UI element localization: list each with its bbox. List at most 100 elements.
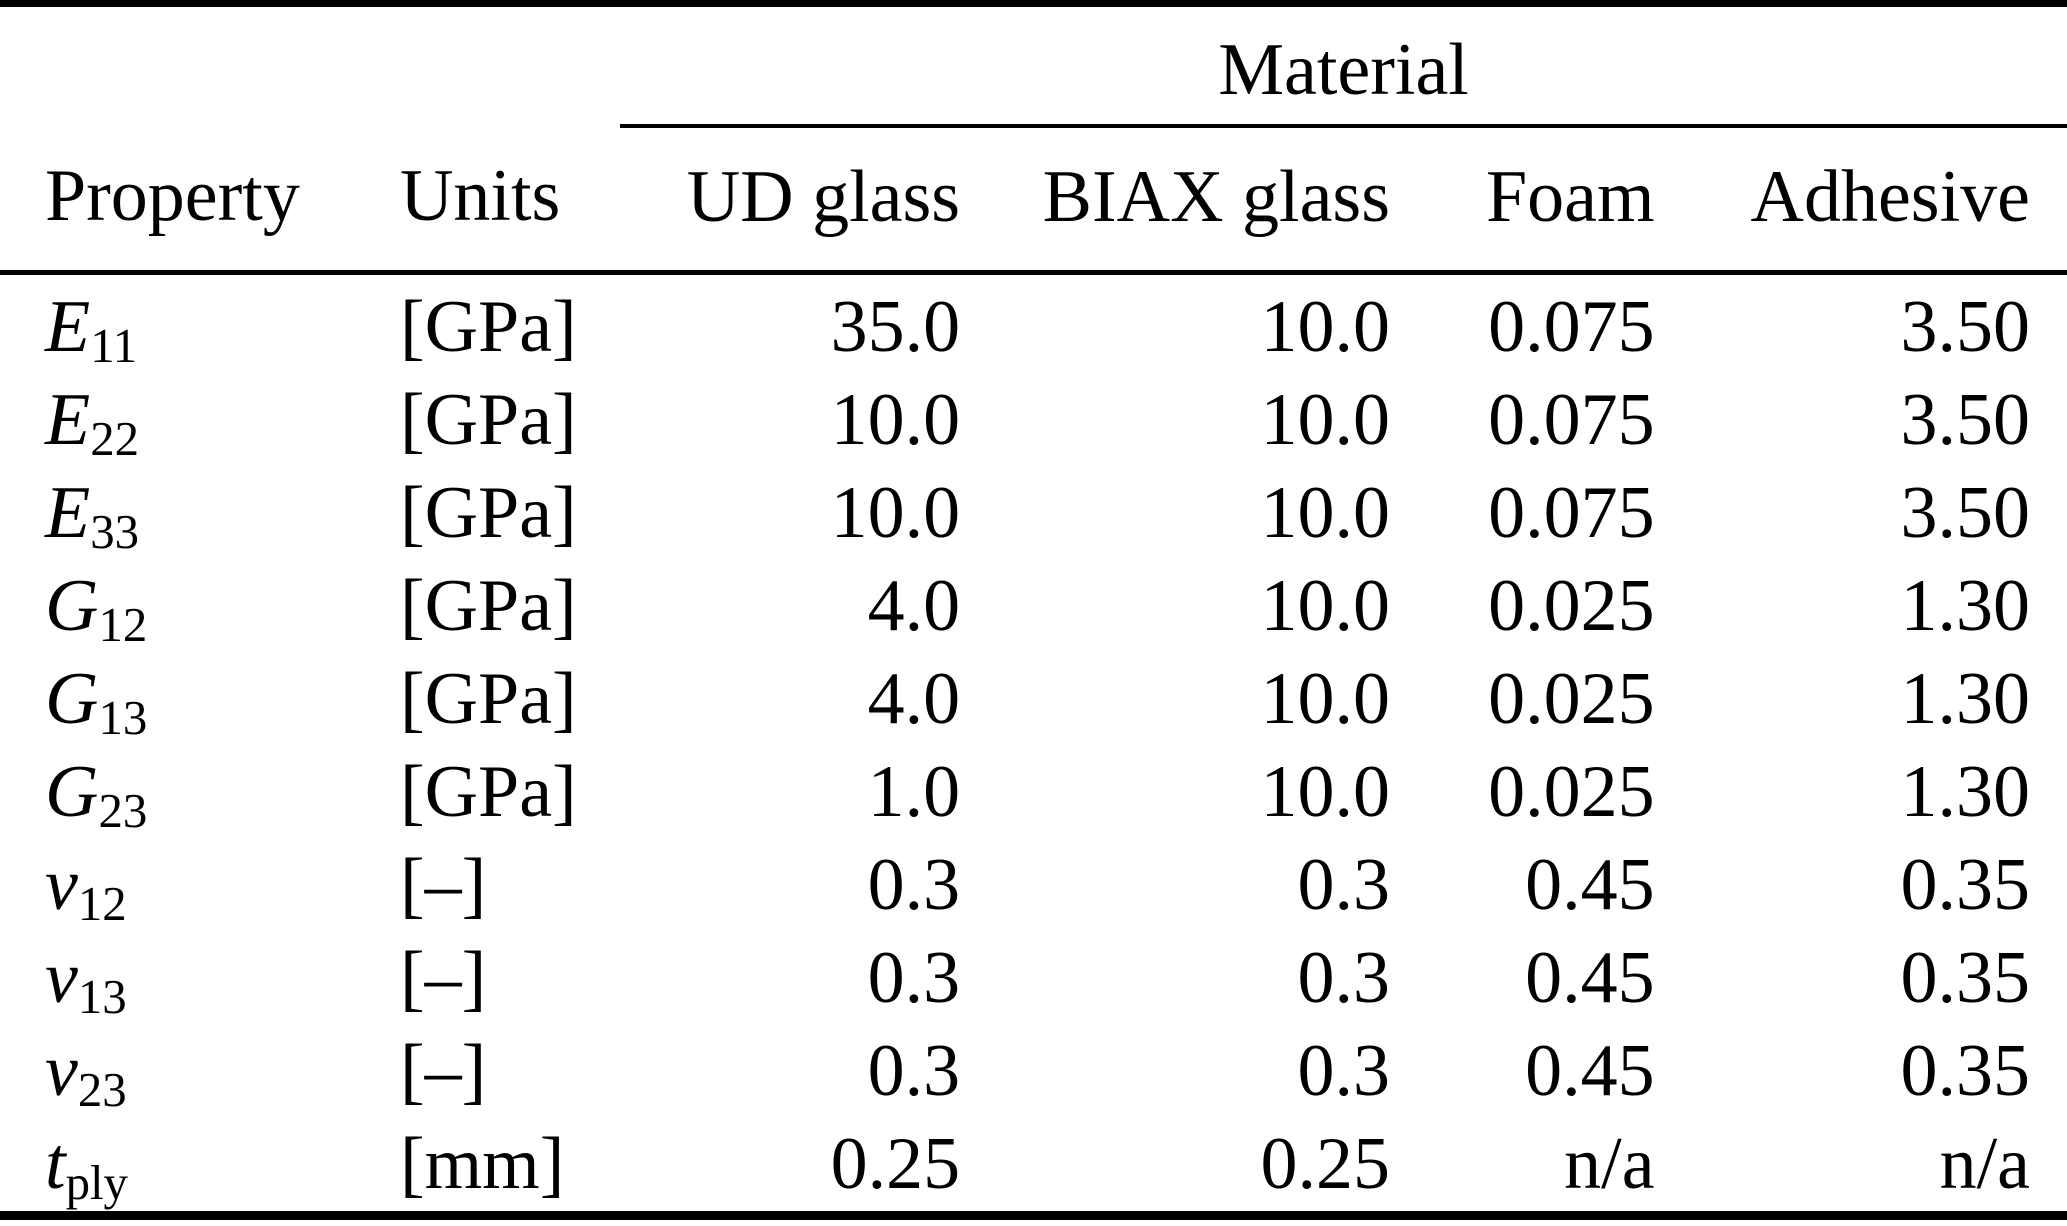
value-cell: 0.35 (1900, 1030, 2031, 1112)
value-cell: n/a (1564, 1123, 1655, 1205)
property-symbol-base: G (45, 751, 99, 833)
value-cell: 1.30 (1900, 565, 2031, 647)
property-symbol-base: G (45, 658, 99, 740)
value-cell: 0.3 (867, 1030, 961, 1112)
table-row: E11 [GPa] 35.0 10.0 0.075 3.50 (0, 273, 2067, 375)
value-cell: 0.025 (1488, 565, 1655, 647)
value-cell: 1.30 (1900, 658, 2031, 740)
property-symbol-subscript: 23 (98, 782, 148, 838)
property-cell: G23 (0, 746, 400, 839)
value-cell: 10.0 (1260, 751, 1391, 833)
property-symbol-subscript: ply (65, 1154, 128, 1210)
property-symbol-subscript: 11 (90, 317, 138, 373)
value-cell: 0.35 (1900, 844, 2031, 926)
value-cell: 0.3 (1297, 1030, 1391, 1112)
property-symbol-subscript: 22 (90, 410, 140, 466)
value-cell: 10.0 (830, 379, 961, 461)
value-cell: 0.075 (1488, 472, 1655, 554)
units-cell: [–] (399, 937, 487, 1019)
property-symbol-base: ν (45, 844, 78, 926)
property-cell: tply (0, 1118, 400, 1216)
property-symbol-subscript: 12 (98, 596, 148, 652)
property-cell: E33 (0, 467, 400, 560)
value-cell: 0.075 (1488, 286, 1655, 368)
column-header-ud-glass: UD glass (620, 126, 961, 275)
property-symbol-subscript: 23 (77, 1061, 127, 1117)
property-symbol-base: G (45, 565, 99, 647)
table-row: G23 [GPa] 1.0 10.0 0.025 1.30 (0, 746, 2067, 839)
units-cell: [mm] (399, 1123, 565, 1205)
value-cell: 4.0 (867, 565, 961, 647)
value-cell: 0.025 (1488, 658, 1655, 740)
property-cell: E11 (0, 273, 400, 375)
units-cell: [GPa] (399, 472, 577, 554)
property-cell: ν13 (0, 932, 400, 1025)
value-cell: 10.0 (1260, 379, 1391, 461)
value-cell: 0.25 (1260, 1123, 1391, 1205)
property-cell: ν12 (0, 839, 400, 932)
value-cell: 1.0 (867, 751, 961, 833)
property-symbol-base: E (45, 286, 91, 368)
material-group-header: Material (620, 3, 2067, 128)
property-cell: ν23 (0, 1025, 400, 1118)
units-cell: [GPa] (399, 379, 577, 461)
units-cell: [–] (399, 844, 487, 926)
value-cell: 3.50 (1900, 286, 2031, 368)
value-cell: 3.50 (1900, 379, 2031, 461)
column-header-property: Property (0, 126, 400, 275)
value-cell: n/a (1939, 1123, 2030, 1205)
value-cell: 0.45 (1525, 844, 1655, 926)
column-header-row: Property Units UD glass BIAX glass Foam Adhes… (0, 126, 2067, 275)
property-cell: G12 (0, 560, 400, 653)
units-cell: [GPa] (399, 286, 577, 368)
table-row: G12 [GPa] 4.0 10.0 0.025 1.30 (0, 560, 2067, 653)
table-row: G13 [GPa] 4.0 10.0 0.025 1.30 (0, 653, 2067, 746)
value-cell: 0.025 (1488, 751, 1655, 833)
group-header-row: Material (0, 3, 2067, 128)
column-header-foam: Foam (1390, 126, 1655, 275)
property-symbol-subscript: 13 (77, 968, 127, 1024)
units-cell: [GPa] (399, 565, 577, 647)
value-cell: 35.0 (830, 286, 961, 368)
table-row: ν13 [–] 0.3 0.3 0.45 0.35 (0, 932, 2067, 1025)
value-cell: 0.3 (1297, 844, 1391, 926)
value-cell: 0.45 (1525, 1030, 1655, 1112)
property-symbol-subscript: 13 (98, 689, 148, 745)
column-header-units: Units (399, 126, 621, 275)
value-cell: 0.3 (867, 844, 961, 926)
property-symbol-base: ν (45, 937, 78, 1019)
group-header-spacer (0, 4, 620, 127)
table-row: E22 [GPa] 10.0 10.0 0.075 3.50 (0, 374, 2067, 467)
units-cell: [GPa] (399, 751, 577, 833)
units-cell: [GPa] (399, 658, 577, 740)
property-symbol-subscript: 33 (90, 503, 140, 559)
value-cell: 10.0 (1260, 286, 1391, 368)
value-cell: 1.30 (1900, 751, 2031, 833)
table-body: E11 [GPa] 35.0 10.0 0.075 3.50 E22 [GPa] 10.0 10.… (0, 273, 2067, 1216)
value-cell: 10.0 (1260, 472, 1391, 554)
value-cell: 0.35 (1900, 937, 2031, 1019)
column-header-biax-glass: BIAX glass (960, 126, 1391, 275)
value-cell: 4.0 (867, 658, 961, 740)
property-symbol-base: E (45, 379, 91, 461)
property-symbol-subscript: 12 (77, 875, 127, 931)
property-cell: G13 (0, 653, 400, 746)
value-cell: 10.0 (830, 472, 961, 554)
property-cell: E22 (0, 374, 400, 467)
value-cell: 3.50 (1900, 472, 2031, 554)
table-row: ν12 [–] 0.3 0.3 0.45 0.35 (0, 839, 2067, 932)
value-cell: 0.45 (1525, 937, 1655, 1019)
value-cell: 0.25 (830, 1123, 961, 1205)
table-row: E33 [GPa] 10.0 10.0 0.075 3.50 (0, 467, 2067, 560)
value-cell: 10.0 (1260, 658, 1391, 740)
table-row: ν23 [–] 0.3 0.3 0.45 0.35 (0, 1025, 2067, 1118)
property-symbol-base: E (45, 472, 91, 554)
value-cell: 0.3 (867, 937, 961, 1019)
value-cell: 10.0 (1260, 565, 1391, 647)
value-cell: 0.3 (1297, 937, 1391, 1019)
property-symbol-base: t (45, 1123, 66, 1205)
property-symbol-base: ν (45, 1030, 78, 1112)
table-row: tply [mm] 0.25 0.25 n/a n/a (0, 1118, 2067, 1216)
